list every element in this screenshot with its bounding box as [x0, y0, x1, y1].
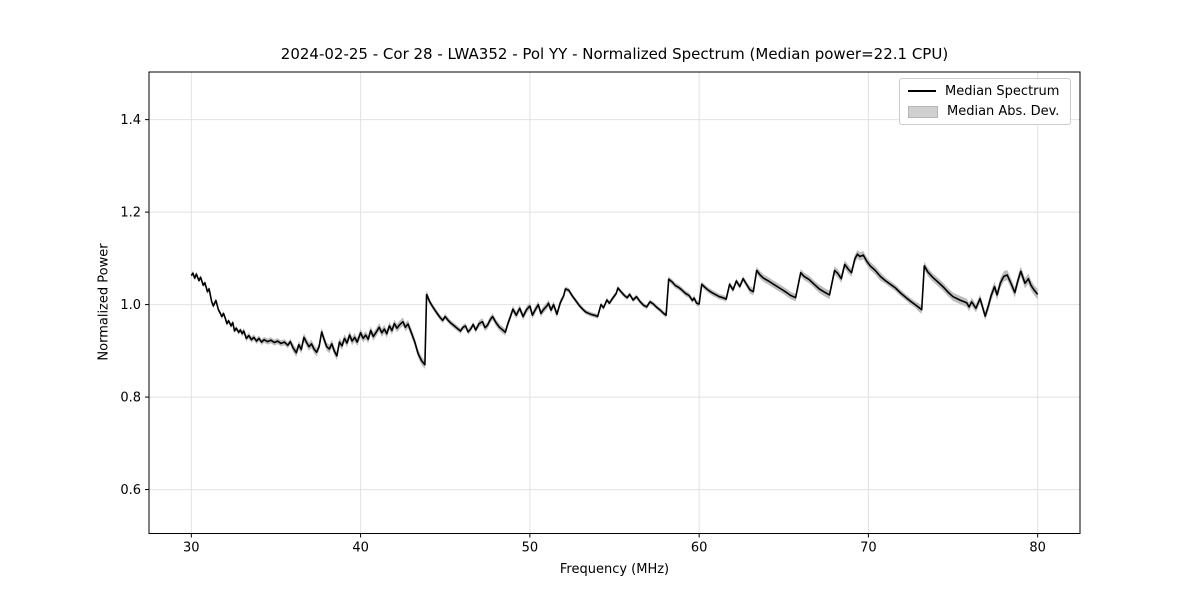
x-tick-label: 40	[352, 540, 369, 555]
x-axis-label: Frequency (MHz)	[559, 562, 670, 577]
y-tick-label: 1.2	[120, 206, 141, 221]
y-tick-label: 1.0	[120, 298, 141, 313]
y-tick-label: 1.4	[120, 113, 141, 128]
x-tick-label: 60	[691, 540, 708, 555]
mad-band	[191, 250, 1038, 369]
median-spectrum-line	[190, 253, 1039, 366]
legend-item-median-spectrum: Median Spectrum	[908, 84, 1062, 99]
legend: Median Spectrum Median Abs. Dev.	[899, 78, 1071, 125]
y-tick-label: 0.6	[120, 483, 141, 498]
x-tick-label: 30	[183, 540, 200, 555]
median-abs-dev-patch-swatch	[908, 105, 938, 118]
x-tick-label: 80	[1029, 540, 1046, 555]
axes-spines	[148, 71, 1081, 534]
median-spectrum-line-swatch	[908, 90, 936, 93]
legend-item-label: Median Spectrum	[945, 83, 1060, 99]
x-tick-label: 70	[860, 540, 877, 555]
y-axis-label: Normalized Power	[96, 243, 112, 361]
chart-title: 2024-02-25 - Cor 28 - LWA352 - Pol YY - …	[280, 45, 949, 63]
y-tick-label: 0.8	[120, 391, 141, 406]
x-tick-label: 50	[522, 540, 539, 555]
legend-item-label: Median Abs. Dev.	[947, 104, 1060, 120]
legend-item-median-abs-dev: Median Abs. Dev.	[908, 104, 1062, 119]
